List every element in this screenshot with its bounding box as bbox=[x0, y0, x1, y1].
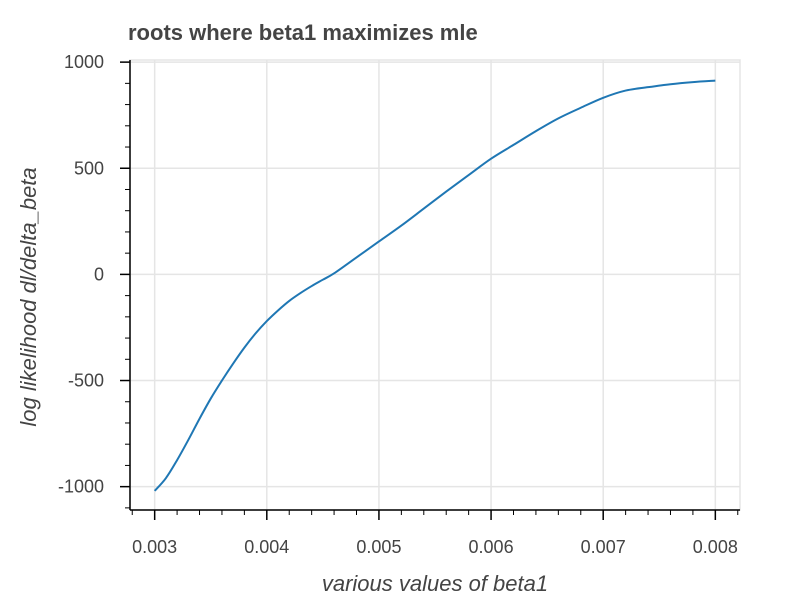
y-axis-label: log likelihood dl/delta_beta bbox=[16, 167, 41, 426]
x-tick-label: 0.007 bbox=[581, 537, 626, 557]
x-tick-label: 0.008 bbox=[693, 537, 738, 557]
y-tick-label: 500 bbox=[74, 158, 104, 178]
axes: 0.003 0.004 0.005 0.006 0.007 0.008 -1000 -500 0… bbox=[58, 52, 740, 557]
x-tick-label: 0.005 bbox=[356, 537, 401, 557]
plot-frame bbox=[129, 59, 741, 511]
x-axis-label: various values of beta1 bbox=[322, 571, 548, 596]
chart-title: roots where beta1 maximizes mle bbox=[128, 20, 478, 45]
y-tick-label: 0 bbox=[94, 264, 104, 284]
series-line bbox=[153, 79, 716, 492]
y-tick-label: -500 bbox=[68, 371, 104, 391]
y-tick-label: -1000 bbox=[58, 477, 104, 497]
grid bbox=[130, 60, 740, 510]
x-tick-label: 0.004 bbox=[244, 537, 289, 557]
y-tick-label: 1000 bbox=[64, 52, 104, 72]
x-tick-label: 0.006 bbox=[469, 537, 514, 557]
data-series bbox=[153, 79, 716, 492]
x-tick-label: 0.003 bbox=[132, 537, 177, 557]
